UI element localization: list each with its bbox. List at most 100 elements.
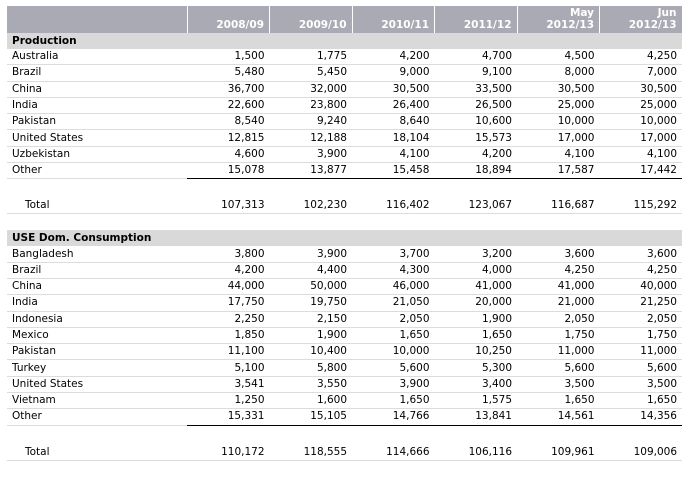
row-value: 3,541 <box>187 376 270 394</box>
total-value: 110,172 <box>187 444 270 461</box>
row-value: 10,600 <box>434 113 517 131</box>
table-row: Mexico 1,850 1,900 1,650 1,650 1,750 1,750 <box>7 327 682 345</box>
blank-cell <box>352 179 435 199</box>
row-label: Other <box>7 162 187 180</box>
row-value: 36,700 <box>187 81 270 98</box>
total-label: Total <box>7 198 187 215</box>
row-label: Brazil <box>7 64 187 82</box>
row-value: 17,442 <box>599 162 682 180</box>
row-value: 10,250 <box>434 343 517 361</box>
total-row-production: Total 107,313 102,230 116,402 123,067 116,687… <box>7 198 682 215</box>
row-label: Uzbekistan <box>7 146 187 164</box>
row-value: 5,480 <box>187 64 270 82</box>
header-col-5-line1: Jun <box>657 7 677 19</box>
row-value: 17,587 <box>517 162 600 180</box>
header-col-0-line2: 2008/09 <box>216 19 264 31</box>
row-value: 21,050 <box>352 294 435 312</box>
row-value: 46,000 <box>352 278 435 296</box>
row-value: 18,894 <box>434 162 517 180</box>
row-value: 4,250 <box>517 262 600 279</box>
row-value: 10,000 <box>599 113 682 131</box>
total-value: 106,116 <box>434 444 517 461</box>
row-value: 14,356 <box>599 408 682 426</box>
table-row: United States 12,815 12,188 18,104 15,573 17,… <box>7 129 682 147</box>
row-value: 3,500 <box>599 376 682 394</box>
row-value: 4,500 <box>517 49 600 66</box>
row-value: 3,900 <box>269 246 352 263</box>
total-value: 115,292 <box>599 198 682 215</box>
row-label: Indonesia <box>7 311 187 328</box>
row-value: 12,815 <box>187 129 270 147</box>
row-value: 1,500 <box>187 49 270 66</box>
header-label-cell <box>7 6 188 33</box>
row-value: 5,300 <box>434 359 517 377</box>
section-header-consumption: USE Dom. Consumption <box>7 230 682 247</box>
row-value: 26,500 <box>434 97 517 115</box>
row-label: Vietnam <box>7 392 187 410</box>
row-label: United States <box>7 376 187 394</box>
row-value: 10,400 <box>269 343 352 361</box>
row-value: 4,700 <box>434 49 517 66</box>
row-value: 19,750 <box>269 294 352 312</box>
row-value: 25,000 <box>517 97 600 115</box>
blank-cell <box>7 179 187 199</box>
spacer-row <box>7 214 682 231</box>
row-value: 30,500 <box>599 81 682 98</box>
row-value: 1,750 <box>517 327 600 345</box>
row-value: 25,000 <box>599 97 682 115</box>
row-value: 15,331 <box>187 408 270 426</box>
row-value: 3,500 <box>517 376 600 394</box>
row-value: 4,200 <box>187 262 270 279</box>
section-title: Production <box>7 33 682 49</box>
blank-cell <box>187 179 270 199</box>
row-value: 1,600 <box>269 392 352 410</box>
row-value: 5,600 <box>517 359 600 377</box>
row-value: 18,104 <box>352 129 435 147</box>
row-value: 13,877 <box>269 162 352 180</box>
header-col-5: Jun 2012/13 <box>599 6 683 33</box>
row-value: 23,800 <box>269 97 352 115</box>
row-value: 4,100 <box>599 146 682 164</box>
blank-cell <box>517 179 600 199</box>
total-label: Total <box>7 444 187 461</box>
row-value: 21,000 <box>517 294 600 312</box>
row-value: 22,600 <box>187 97 270 115</box>
row-value: 5,800 <box>269 359 352 377</box>
row-value: 2,050 <box>517 311 600 328</box>
table-row: Pakistan 8,540 9,240 8,640 10,600 10,000 10,00… <box>7 113 682 131</box>
row-value: 3,400 <box>434 376 517 394</box>
row-label: Turkey <box>7 359 187 377</box>
blank-row <box>7 179 682 199</box>
row-value: 2,050 <box>599 311 682 328</box>
blank-row <box>7 425 682 445</box>
row-value: 30,500 <box>352 81 435 98</box>
blank-cell <box>270 179 353 199</box>
row-value: 26,400 <box>352 97 435 115</box>
row-label: Other <box>7 408 187 426</box>
row-value: 50,000 <box>269 278 352 296</box>
row-value: 2,250 <box>187 311 270 328</box>
row-value: 9,240 <box>269 113 352 131</box>
row-value: 21,250 <box>599 294 682 312</box>
table-row: Pakistan 11,100 10,400 10,000 10,250 11,000 11… <box>7 343 682 361</box>
row-value: 7,000 <box>599 64 682 82</box>
row-label: China <box>7 278 187 296</box>
blank-cell <box>435 425 518 445</box>
row-value: 1,650 <box>434 327 517 345</box>
row-value: 3,600 <box>517 246 600 263</box>
row-value: 4,100 <box>517 146 600 164</box>
row-value: 44,000 <box>187 278 270 296</box>
row-value: 41,000 <box>434 278 517 296</box>
row-value: 11,000 <box>599 343 682 361</box>
row-value: 15,458 <box>352 162 435 180</box>
supply-demand-table: 2008/09 2009/10 2010/11 2011/12 May 2012/… <box>7 6 683 461</box>
row-value: 4,200 <box>352 49 435 66</box>
row-value: 2,050 <box>352 311 435 328</box>
row-value: 4,250 <box>599 49 682 66</box>
total-value: 116,687 <box>517 198 600 215</box>
header-col-2-line2: 2010/11 <box>381 19 429 31</box>
table-row: Brazil 5,480 5,450 9,000 9,100 8,000 7,000 <box>7 64 682 82</box>
row-value: 32,000 <box>269 81 352 98</box>
row-value: 4,100 <box>352 146 435 164</box>
row-value: 8,000 <box>517 64 600 82</box>
